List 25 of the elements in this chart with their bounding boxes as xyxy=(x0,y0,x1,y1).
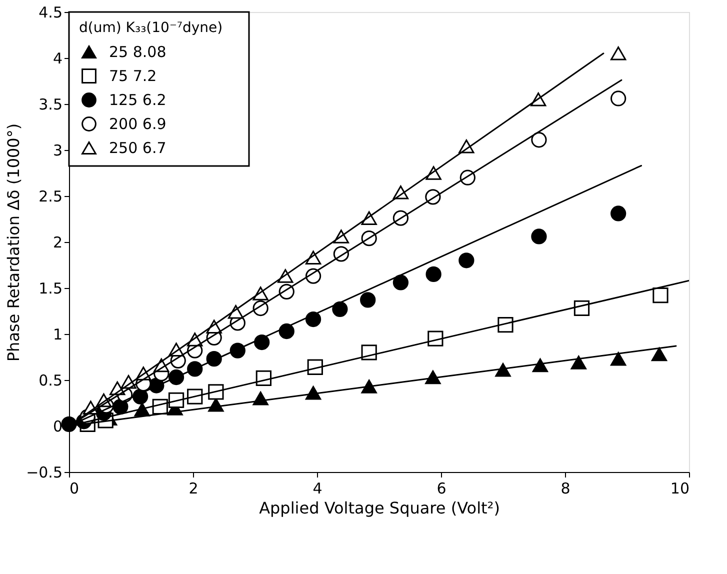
legend-title: d(um) K₃₃(10⁻⁷dyne) xyxy=(79,20,223,36)
y-tick-label: −0.5 xyxy=(26,464,62,482)
legend-label: 75 7.2 xyxy=(109,67,157,85)
y-tick-label: 0 xyxy=(52,418,62,436)
y-tick-label: 2.5 xyxy=(38,188,62,206)
y-tick-label: 2 xyxy=(52,234,62,252)
legend-label: 25 8.08 xyxy=(109,43,166,61)
y-tick-label: 4.5 xyxy=(38,4,62,22)
x-axis-title: Applied Voltage Square (Volt²) xyxy=(259,498,500,518)
x-tick-label: 10 xyxy=(670,480,690,498)
y-tick-label: 3 xyxy=(52,142,62,160)
y-tick-label: 0.5 xyxy=(38,372,62,390)
x-tick-label: 6 xyxy=(436,480,446,498)
legend-label: 200 6.9 xyxy=(109,115,166,133)
legend-label: 125 6.2 xyxy=(109,91,166,109)
x-tick-label: 4 xyxy=(312,480,322,498)
y-tick-label: 3.5 xyxy=(38,96,62,114)
y-tick-label: 1 xyxy=(52,326,62,344)
x-tick-label: 8 xyxy=(560,480,570,498)
y-tick-label: 1.5 xyxy=(38,280,62,298)
x-tick-label: 0 xyxy=(70,480,80,498)
legend-label: 250 6.7 xyxy=(109,139,166,157)
y-axis-title: Phase Retardation Δδ (1000°) xyxy=(4,123,24,362)
y-tick-label: 4 xyxy=(52,50,62,68)
x-tick-label: 2 xyxy=(188,480,198,498)
